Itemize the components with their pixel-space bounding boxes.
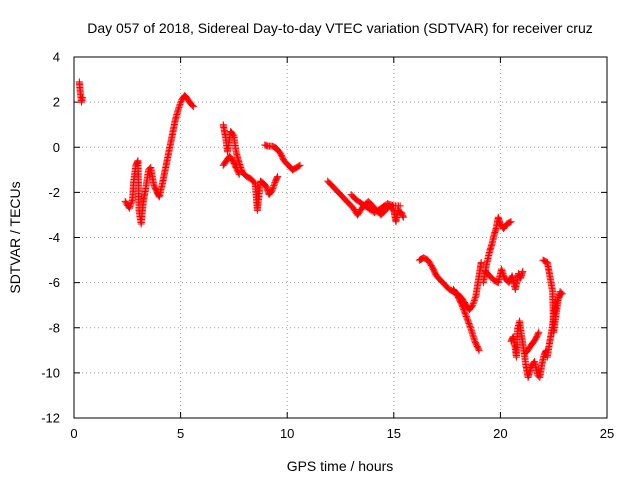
data-point (534, 330, 542, 338)
data-point (274, 173, 282, 181)
data-point (556, 291, 564, 299)
y-tick-label: -4 (48, 230, 60, 245)
data-point (126, 201, 134, 209)
y-tick-label: -2 (48, 185, 60, 200)
data-point (189, 103, 197, 111)
data-point (268, 186, 276, 194)
data-point (270, 182, 278, 190)
data-point (471, 294, 479, 302)
y-tick-label: -8 (48, 320, 60, 335)
data-point (499, 270, 507, 278)
data-points (75, 78, 566, 381)
data-point (469, 300, 477, 308)
data-point (497, 265, 505, 273)
data-point (557, 290, 565, 298)
data-point (471, 295, 479, 303)
data-point (174, 105, 182, 113)
axis-ticks (73, 56, 608, 419)
data-point (270, 180, 278, 188)
plot-border (73, 56, 608, 419)
y-tick-label: -6 (48, 275, 60, 290)
data-point (125, 204, 133, 212)
data-point (127, 200, 135, 208)
x-tick-label: 20 (493, 426, 507, 441)
x-tick-label: 10 (280, 426, 294, 441)
data-point (500, 271, 508, 279)
data-point (176, 100, 184, 108)
data-point (79, 94, 87, 102)
y-tick-label: 4 (53, 50, 60, 65)
y-tick-label: 2 (53, 95, 60, 110)
data-point (273, 174, 281, 182)
y-tick-label: -12 (41, 411, 60, 426)
y-tick-label: 0 (53, 140, 60, 155)
data-point (470, 298, 478, 306)
x-tick-label: 25 (600, 426, 614, 441)
data-point (553, 297, 561, 305)
x-tick-labels: 0 5 10 15 20 25 (70, 426, 614, 441)
x-tick-label: 0 (70, 426, 77, 441)
data-point (477, 258, 485, 266)
data-point (507, 218, 515, 226)
y-tick-label: -10 (41, 365, 60, 380)
data-point (474, 345, 482, 353)
data-point (269, 185, 277, 193)
data-point (466, 322, 474, 330)
x-tick-label: 5 (177, 426, 184, 441)
data-point (519, 267, 527, 275)
data-point (396, 202, 404, 210)
x-axis-label: GPS time / hours (287, 458, 394, 474)
data-point (499, 268, 507, 276)
data-point (177, 99, 185, 107)
data-point (175, 103, 183, 111)
data-point (552, 301, 560, 309)
data-point (269, 183, 277, 191)
data-point (506, 218, 514, 226)
data-point (552, 300, 560, 308)
data-point (128, 197, 136, 205)
data-point (469, 301, 477, 309)
data-point (128, 198, 136, 206)
data-point (470, 297, 478, 305)
data-point (188, 102, 196, 110)
data-point (535, 328, 543, 336)
data-point (554, 295, 562, 303)
data-point (498, 267, 506, 275)
x-tick-label: 15 (387, 426, 401, 441)
data-point (235, 169, 243, 177)
y-axis-label: SDTVAR / TECUs (7, 181, 23, 293)
data-point (553, 298, 561, 306)
gridlines (74, 57, 607, 418)
data-point (295, 162, 303, 170)
data-point (126, 203, 134, 211)
data-point (475, 346, 483, 354)
data-point (399, 212, 407, 220)
data-point (296, 161, 304, 169)
data-point (399, 213, 407, 221)
y-tick-labels: -12 -10 -8 -6 -4 -2 0 2 4 (41, 50, 60, 426)
chart-title: Day 057 of 2018, Sidereal Day-to-day VTE… (87, 20, 593, 36)
data-point (176, 102, 184, 110)
data-point (235, 170, 243, 178)
